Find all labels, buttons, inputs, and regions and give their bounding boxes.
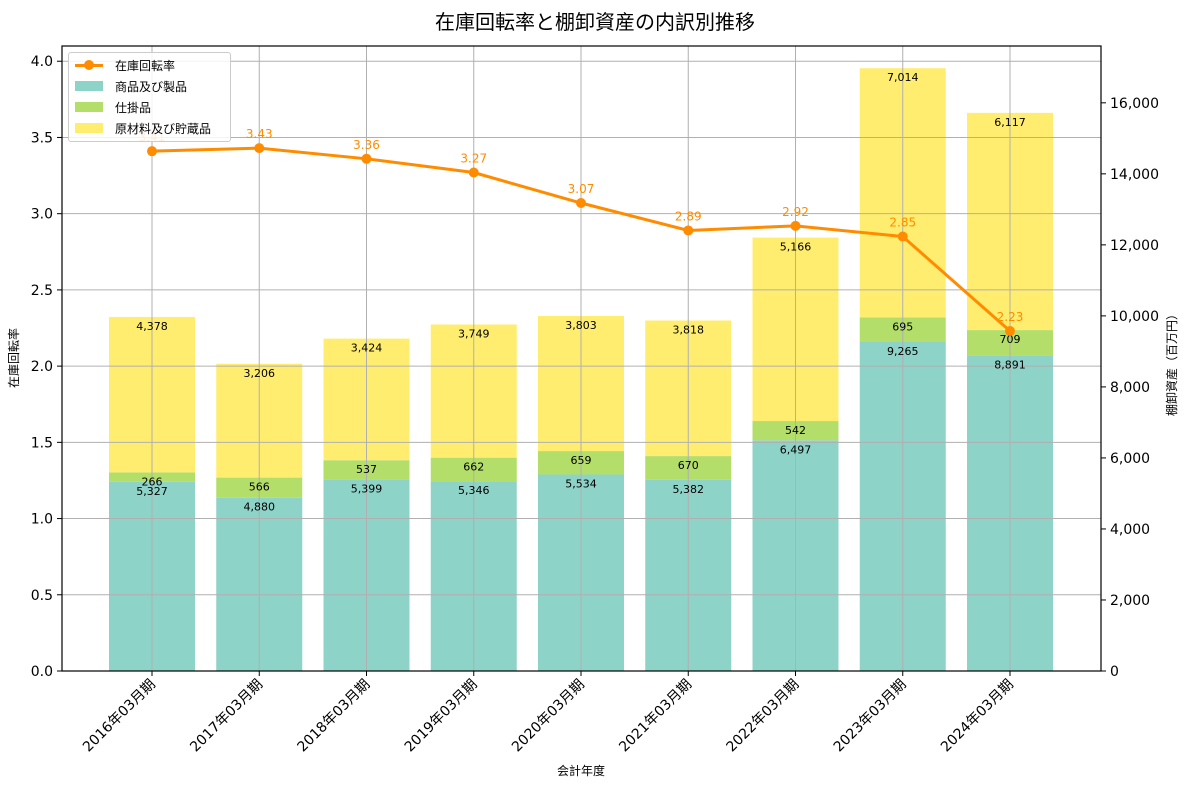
y-left-tick-label: 3.0 — [31, 207, 53, 223]
y-right-tick-label: 16,000 — [1110, 96, 1159, 112]
bar-value-label: 659 — [571, 454, 592, 467]
y-right-tick-label: 8,000 — [1110, 380, 1150, 396]
x-tick-label: 2017年03月期 — [187, 677, 266, 756]
legend: 在庫回転率 商品及び製品 仕掛品 原材料及び貯蔵品 — [68, 52, 231, 142]
bar-value-label: 5,534 — [565, 477, 597, 490]
x-tick-label: 2021年03月期 — [616, 677, 695, 756]
legend-label: 商品及び製品 — [115, 79, 188, 94]
bar-value-label: 8,891 — [994, 358, 1026, 371]
turnover-value-label: 3.43 — [246, 127, 273, 141]
y-left-tick-label: 0.0 — [31, 664, 53, 680]
line-marker — [790, 220, 801, 231]
turnover-value-label: 3.27 — [460, 152, 487, 166]
bar-value-label: 266 — [142, 475, 163, 488]
bar-value-label: 3,749 — [458, 328, 490, 341]
y-left-tick-label: 0.5 — [31, 588, 53, 604]
x-tick-label: 2018年03月期 — [295, 677, 374, 756]
bar-value-label: 709 — [1000, 333, 1021, 346]
bar-value-label: 566 — [249, 481, 270, 494]
swatch-icon — [75, 102, 103, 112]
legend-item-products: 商品及び製品 — [75, 77, 187, 95]
bar-value-label: 6,497 — [780, 443, 812, 456]
turnover-value-label: 2.89 — [675, 209, 702, 223]
line-marker-icon — [75, 59, 103, 70]
legend-label: 原材料及び貯蔵品 — [115, 121, 212, 136]
bar-value-label: 695 — [892, 320, 913, 333]
bar-value-label: 4,880 — [244, 501, 276, 514]
line-marker — [147, 146, 157, 157]
turnover-value-label: 3.07 — [568, 182, 595, 196]
legend-item-turnover: 在庫回転率 — [75, 56, 175, 74]
line-marker — [468, 167, 479, 178]
x-tick-label: 2023年03月期 — [831, 677, 910, 756]
line-marker — [1005, 326, 1015, 337]
x-tick-label: 2016年03月期 — [80, 677, 159, 756]
bar-value-label: 5,399 — [351, 482, 383, 495]
chart-title: 在庫回転率と棚卸資産の内訳別推移 — [435, 10, 755, 34]
swatch-icon — [75, 123, 103, 133]
bar-value-label: 6,117 — [994, 116, 1026, 129]
bar-value-label: 537 — [356, 463, 377, 476]
y-right-tick-label: 6,000 — [1110, 451, 1150, 467]
y-left-tick-label: 4.0 — [31, 54, 53, 70]
bar-value-label: 670 — [678, 459, 699, 472]
legend-item-materials: 原材料及び貯蔵品 — [75, 119, 211, 137]
bar-value-label: 7,014 — [887, 71, 919, 84]
y-left-tick-label: 1.0 — [31, 512, 53, 528]
turnover-value-label: 2.23 — [997, 310, 1024, 324]
y-right-tick-label: 4,000 — [1110, 522, 1150, 538]
x-tick-label: 2024年03月期 — [938, 677, 1017, 756]
y-left-tick-label: 2.0 — [31, 359, 53, 375]
y-right-axis-title: 棚卸資産（百万円） — [1164, 308, 1179, 416]
bar-value-label: 542 — [785, 424, 806, 437]
legend-label: 在庫回転率 — [115, 58, 176, 73]
y-right-tick-label: 2,000 — [1110, 593, 1150, 609]
bar-value-label: 5,327 — [136, 485, 168, 498]
bar-value-label: 4,378 — [136, 320, 168, 333]
bar-value-label: 5,382 — [673, 483, 705, 496]
turnover-value-label: 3.36 — [353, 138, 380, 152]
bar-value-label: 3,818 — [673, 324, 705, 337]
line-marker — [254, 143, 265, 154]
bar-value-label: 3,803 — [565, 319, 597, 332]
turnover-value-label: 2.92 — [782, 205, 809, 219]
swatch-icon — [75, 81, 103, 91]
bar-value-label: 5,346 — [458, 484, 490, 497]
bar-value-label: 9,265 — [887, 345, 919, 358]
line-marker — [897, 231, 908, 242]
legend-label: 仕掛品 — [115, 100, 152, 115]
x-tick-label: 2020年03月期 — [509, 677, 588, 756]
x-tick-label: 2022年03月期 — [724, 677, 803, 756]
y-right-tick-label: 12,000 — [1110, 238, 1159, 254]
x-tick-label: 2019年03月期 — [402, 677, 481, 756]
line-marker — [683, 225, 694, 236]
line-marker — [576, 198, 586, 209]
y-left-tick-label: 2.5 — [31, 283, 53, 299]
y-left-axis-title: 在庫回転率 — [6, 328, 21, 388]
y-left-tick-label: 1.5 — [31, 435, 53, 451]
bar-value-label: 3,424 — [351, 342, 383, 355]
line-marker — [361, 153, 372, 164]
bar-value-label: 5,166 — [780, 241, 812, 254]
y-right-tick-label: 10,000 — [1110, 309, 1159, 325]
legend-item-wip: 仕掛品 — [75, 98, 151, 116]
x-axis-title: 会計年度 — [557, 763, 605, 778]
y-left-tick-label: 3.5 — [31, 130, 53, 146]
bar-value-label: 662 — [463, 461, 484, 474]
turnover-value-label: 2.85 — [889, 216, 916, 230]
bar-value-label: 3,206 — [244, 367, 276, 380]
y-right-tick-label: 14,000 — [1110, 167, 1159, 183]
y-right-tick-label: 0 — [1110, 664, 1119, 680]
